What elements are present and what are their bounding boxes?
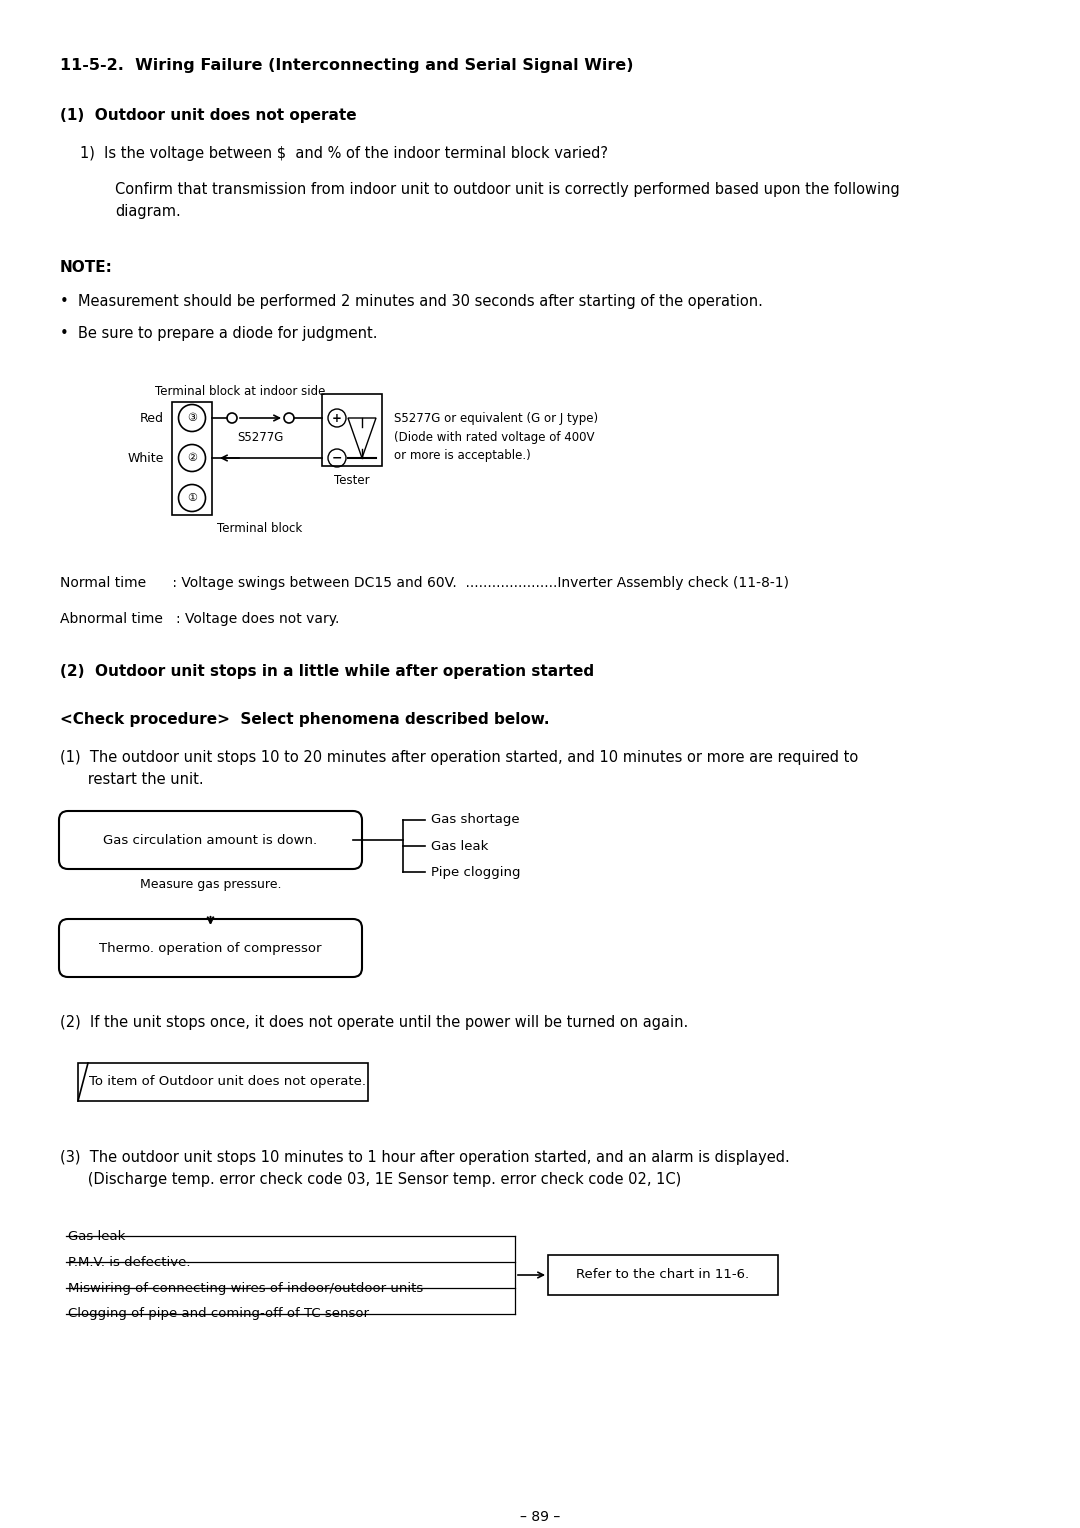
FancyBboxPatch shape <box>78 1063 368 1102</box>
Text: <Check procedure>  Select phenomena described below.: <Check procedure> Select phenomena descr… <box>60 712 550 727</box>
Text: (1)  The outdoor unit stops 10 to 20 minutes after operation started, and 10 min: (1) The outdoor unit stops 10 to 20 minu… <box>60 750 859 787</box>
Text: Terminal block at indoor side: Terminal block at indoor side <box>156 385 325 397</box>
Text: (3)  The outdoor unit stops 10 minutes to 1 hour after operation started, and an: (3) The outdoor unit stops 10 minutes to… <box>60 1151 789 1187</box>
FancyBboxPatch shape <box>172 402 212 515</box>
Text: Pipe clogging: Pipe clogging <box>431 865 521 879</box>
Text: •  Be sure to prepare a diode for judgment.: • Be sure to prepare a diode for judgmen… <box>60 325 378 341</box>
Text: Gas circulation amount is down.: Gas circulation amount is down. <box>104 833 318 847</box>
Text: – 89 –: – 89 – <box>519 1510 561 1523</box>
Text: S5277G or equivalent (G or J type)
(Diode with rated voltage of 400V
or more is : S5277G or equivalent (G or J type) (Diod… <box>394 413 598 461</box>
Text: P.M.V. is defective.: P.M.V. is defective. <box>68 1256 190 1268</box>
Text: Tester: Tester <box>334 474 369 487</box>
FancyBboxPatch shape <box>322 394 382 466</box>
Text: To item of Outdoor unit does not operate.: To item of Outdoor unit does not operate… <box>90 1076 366 1088</box>
Text: Confirm that transmission from indoor unit to outdoor unit is correctly performe: Confirm that transmission from indoor un… <box>114 182 900 219</box>
Text: Refer to the chart in 11-6.: Refer to the chart in 11-6. <box>577 1268 750 1282</box>
FancyBboxPatch shape <box>59 811 362 869</box>
Text: NOTE:: NOTE: <box>60 260 113 275</box>
Text: •  Measurement should be performed 2 minutes and 30 seconds after starting of th: • Measurement should be performed 2 minu… <box>60 293 762 309</box>
Text: ③: ③ <box>187 413 197 423</box>
Text: Gas shortage: Gas shortage <box>431 813 519 827</box>
Text: Thermo. operation of compressor: Thermo. operation of compressor <box>99 941 322 955</box>
FancyBboxPatch shape <box>59 918 362 976</box>
Text: White: White <box>127 451 164 465</box>
Text: 1)  Is the voltage between $  and % of the indoor terminal block varied?: 1) Is the voltage between $ and % of the… <box>80 147 608 160</box>
Text: Red: Red <box>140 411 164 425</box>
Text: 11-5-2.  Wiring Failure (Interconnecting and Serial Signal Wire): 11-5-2. Wiring Failure (Interconnecting … <box>60 58 634 73</box>
Text: (1)  Outdoor unit does not operate: (1) Outdoor unit does not operate <box>60 108 356 122</box>
Text: ②: ② <box>187 452 197 463</box>
Polygon shape <box>348 419 376 458</box>
Text: Gas leak: Gas leak <box>431 839 488 853</box>
Text: −: − <box>332 451 342 465</box>
Text: Measure gas pressure.: Measure gas pressure. <box>139 879 281 891</box>
Text: Clogging of pipe and coming-off of TC sensor: Clogging of pipe and coming-off of TC se… <box>68 1308 369 1320</box>
FancyBboxPatch shape <box>548 1254 778 1296</box>
Text: Terminal block: Terminal block <box>217 523 302 535</box>
Text: Abnormal time   : Voltage does not vary.: Abnormal time : Voltage does not vary. <box>60 613 339 626</box>
Text: +: + <box>332 411 342 425</box>
Text: Gas leak: Gas leak <box>68 1230 125 1242</box>
Text: S5277G: S5277G <box>238 431 284 445</box>
Text: ①: ① <box>187 494 197 503</box>
Text: (2)  Outdoor unit stops in a little while after operation started: (2) Outdoor unit stops in a little while… <box>60 665 594 678</box>
Text: (2)  If the unit stops once, it does not operate until the power will be turned : (2) If the unit stops once, it does not … <box>60 1015 688 1030</box>
Text: Miswiring of connecting wires of indoor/outdoor units: Miswiring of connecting wires of indoor/… <box>68 1282 423 1294</box>
Text: Normal time      : Voltage swings between DC15 and 60V.  .....................In: Normal time : Voltage swings between DC1… <box>60 576 789 590</box>
